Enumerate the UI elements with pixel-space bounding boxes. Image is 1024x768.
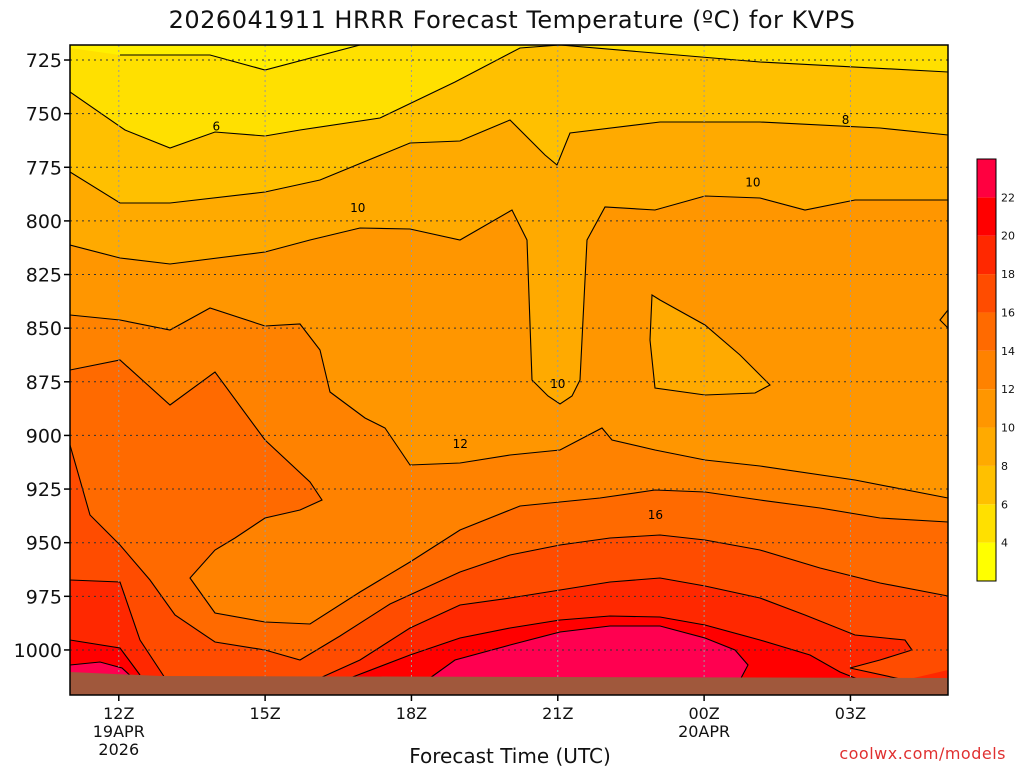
x-tick-date-label: 20APR [678,722,730,741]
x-tick-label: 18Z [396,704,427,723]
y-tick-label: 850 [26,318,62,340]
contour-line-18 [319,577,913,681]
contour-line-10 [70,195,948,405]
colorbar-swatch [977,235,996,275]
x-tick-label: 12Z [103,704,134,723]
colorbar-frame [976,158,997,582]
colorbar-swatch [977,197,996,236]
y-tick-label: 825 [26,265,62,287]
contour-line-22 [429,625,749,681]
y-tick-label: 1000 [14,640,62,662]
contour-line-12-edge [939,309,948,329]
x-axis-label: Forecast Time (UTC) [409,744,611,768]
band-12-14-warm-edge [940,310,948,328]
colorbar-swatch [977,350,996,390]
contour-line-14 [70,359,948,625]
colorbar-label: 10 [1001,422,1015,435]
colorbar-label: 4 [1001,537,1008,550]
contour-line-4 [120,45,361,71]
x-tick-label: 00Z [688,704,719,723]
contour-line-12 [70,307,948,499]
colorbar-label: 20 [1001,230,1015,243]
contour-label: 8 [842,113,850,127]
contour-line-20-left [70,639,141,676]
contour-label: 10 [350,201,365,215]
ground-surface-edge [70,672,948,680]
colorbar-swatch [977,427,996,466]
plot-frame [69,44,949,696]
x-tick-date-label: 19APR [93,722,145,741]
colorbar-swatch [977,504,996,543]
colorbar-swatch [977,542,996,581]
colorbar-label: 12 [1001,383,1015,396]
colorbar-swatch [977,465,996,505]
contour-line-22-left [70,661,136,681]
colorbar-swatch [977,274,996,313]
contour-label: 12 [453,437,468,451]
y-tick-label: 875 [26,372,62,394]
source-credit: coolwx.com/models [839,744,1006,763]
colorbar-swatch [977,312,996,351]
y-tick-label: 800 [26,211,62,233]
contour-line-8 [70,119,948,204]
band-10-12-cool-pocket [650,295,770,395]
y-tick-label: 750 [26,104,62,126]
chart-title: 2026041911 HRRR Forecast Temperature (ºC… [168,6,856,34]
x-tick-label: 03Z [835,704,866,723]
x-tick-label: 15Z [249,704,280,723]
contour-label: 16 [648,508,663,522]
y-tick-label: 900 [26,425,62,447]
contour-line-16 [70,444,948,661]
y-tick-label: 925 [26,479,62,501]
colorbar-label: 18 [1001,268,1015,281]
band-22-24 [430,626,748,680]
contour-line-6 [70,45,948,149]
contour-label: 6 [213,120,221,134]
contour-label: 10 [550,377,565,391]
y-tick-label: 725 [26,50,62,72]
band-2-6 [70,45,948,148]
ground-below-surface [70,678,948,695]
contour-line-20 [349,615,861,681]
x-tick-date-label: 2026 [98,740,139,759]
colorbar-swatch [977,159,996,198]
colorbar-label: 16 [1001,306,1015,319]
colorbar-label: 14 [1001,345,1015,358]
contour-label: 10 [745,175,760,189]
contour-line-10-pocket [649,294,771,396]
colorbar-label: 8 [1001,460,1008,473]
x-tick-label: 21Z [542,704,573,723]
y-tick-label: 775 [26,157,62,179]
colorbar-swatch [977,389,996,428]
colorbar-label: 22 [1001,191,1015,204]
y-tick-label: 975 [26,586,62,608]
y-tick-label: 950 [26,533,62,555]
colorbar-label: 6 [1001,498,1008,511]
contour-line-18-left [70,579,166,679]
